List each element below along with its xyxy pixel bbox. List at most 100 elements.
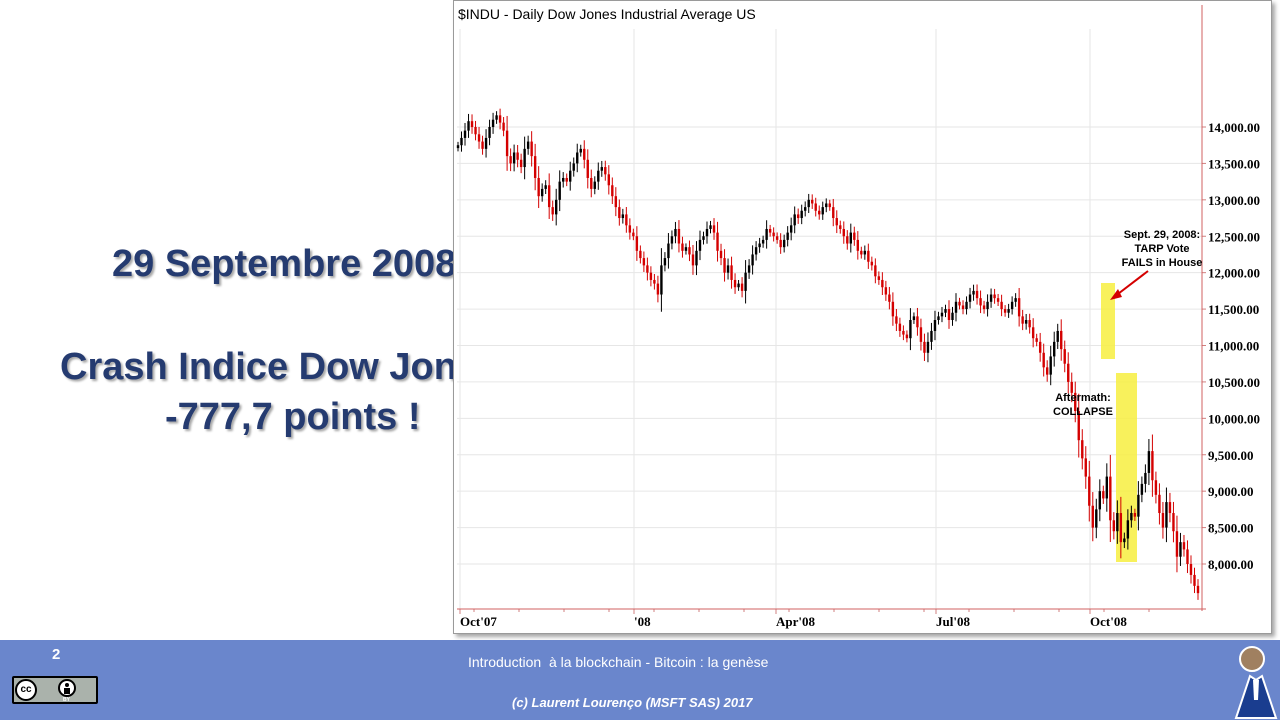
candle-body	[1095, 509, 1098, 528]
candle-body	[586, 159, 589, 178]
candle-body	[909, 320, 912, 339]
candle-body	[498, 115, 502, 123]
candle-body	[821, 207, 824, 215]
candle-body	[1017, 298, 1021, 317]
candle-body	[1035, 338, 1038, 342]
candle-body	[972, 290, 975, 295]
y-tick-label: 11,500.00	[1208, 302, 1259, 317]
chart-annotations: Sept. 29, 2008: TARP Vote FAILS in House Af…	[1053, 229, 1202, 418]
candle-body	[1088, 476, 1091, 506]
candle-body	[881, 279, 884, 288]
candle-body	[947, 309, 951, 321]
candle-body	[982, 305, 986, 310]
candle-body	[691, 254, 695, 266]
candle-body	[839, 225, 842, 229]
candle-body	[656, 283, 660, 295]
candle-body	[912, 316, 916, 321]
candle-body	[667, 243, 670, 259]
candle-body	[860, 250, 863, 255]
candle-body	[828, 203, 831, 208]
candle-body	[1137, 494, 1140, 517]
candle-body	[772, 232, 775, 237]
candle-body	[993, 294, 996, 299]
cc-icon: cc	[15, 679, 37, 701]
candle-body	[1010, 301, 1014, 310]
candle-body	[1045, 367, 1049, 375]
candle-body	[989, 294, 993, 302]
candle-body	[891, 301, 895, 317]
candle-body	[456, 145, 460, 149]
annotation-collapse-line: Aftermath:	[1055, 392, 1111, 404]
candle-body	[621, 214, 625, 219]
candle-body	[569, 170, 572, 182]
candle-body	[800, 210, 803, 219]
candle-body	[477, 134, 481, 142]
candle-body	[481, 141, 484, 149]
candle-body	[523, 148, 526, 168]
candle-body	[1067, 363, 1070, 382]
candle-body	[1084, 458, 1087, 477]
candle-body	[583, 148, 586, 160]
candle-body	[1056, 330, 1059, 342]
candle-body	[1189, 564, 1193, 575]
chart-svg: 14,000.00 13,500.00 13,000.00 12,500.00 12,0…	[456, 5, 1260, 629]
candle-body	[1109, 476, 1112, 521]
candle-body	[796, 214, 800, 219]
candle-body	[940, 312, 944, 317]
candle-body	[1028, 320, 1031, 328]
candle-body	[505, 130, 509, 157]
candle-body	[558, 181, 561, 200]
x-tick-label: Apr'08	[776, 614, 816, 629]
candle-body	[1133, 513, 1137, 517]
candle-body	[965, 301, 968, 310]
candle-body	[751, 254, 754, 266]
annotation-tarp-line: FAILS in House	[1122, 257, 1203, 269]
candle-body	[775, 236, 779, 240]
candle-body	[1038, 341, 1042, 353]
candle-body	[695, 250, 698, 266]
candle-body	[660, 265, 663, 295]
candle-body	[758, 243, 761, 248]
cc-by-license-icon[interactable]: cc BY	[12, 676, 98, 704]
candle-body	[562, 177, 565, 182]
candle-body	[867, 250, 870, 262]
candle-body	[684, 247, 688, 251]
candle-body	[902, 330, 905, 335]
candle-body	[467, 121, 470, 131]
candle-body	[786, 232, 789, 240]
candle-body	[677, 228, 681, 244]
candle-body	[1116, 513, 1119, 532]
candle-body	[874, 265, 877, 277]
candle-body	[1053, 341, 1056, 357]
candle-body	[1119, 513, 1123, 543]
candle-body	[712, 225, 716, 233]
candle-body	[1175, 531, 1179, 557]
candle-body	[653, 279, 656, 284]
candle-body	[761, 239, 765, 244]
candle-body	[923, 341, 926, 353]
candle-body	[460, 137, 463, 146]
candle-body	[853, 232, 856, 240]
candle-body	[611, 185, 614, 197]
candle-body	[846, 236, 849, 244]
candle-body	[905, 334, 909, 339]
candle-body	[1031, 327, 1035, 339]
candle-body	[1007, 309, 1010, 313]
candle-body	[491, 119, 495, 127]
slide-title-crash: Crash Indice Dow Jones	[60, 346, 500, 388]
x-tick-label: Oct'07	[460, 614, 497, 629]
candle-body	[1074, 392, 1077, 412]
candle-body	[639, 250, 642, 259]
candle-body	[516, 152, 519, 160]
candle-body	[1014, 298, 1017, 302]
candle-body	[600, 167, 603, 171]
candle-body	[747, 265, 751, 273]
candle-body	[1000, 301, 1003, 310]
candle-body	[512, 152, 516, 164]
candle-body	[888, 294, 891, 302]
candle-body	[649, 272, 653, 280]
candle-body	[765, 228, 768, 240]
candle-body	[1182, 542, 1186, 550]
candle-body	[551, 207, 554, 215]
candle-body	[719, 250, 723, 259]
